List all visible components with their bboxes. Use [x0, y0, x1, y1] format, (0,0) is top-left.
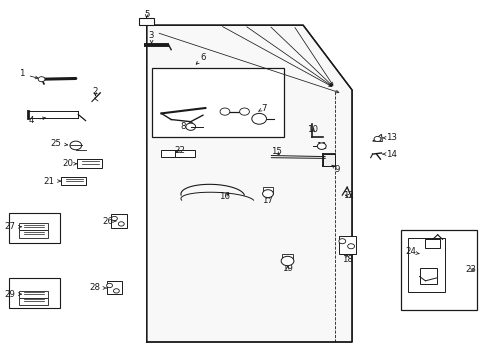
- Text: 23: 23: [465, 266, 475, 274]
- Text: 12: 12: [342, 192, 353, 200]
- Bar: [19, 223, 48, 230]
- Circle shape: [373, 136, 380, 141]
- Text: 16: 16: [219, 192, 230, 201]
- Circle shape: [317, 143, 325, 149]
- Text: 4: 4: [29, 116, 45, 125]
- Text: 27: 27: [4, 222, 21, 231]
- Text: 29: 29: [4, 289, 21, 299]
- Bar: [425, 239, 439, 248]
- Bar: [19, 298, 48, 305]
- Text: 22: 22: [174, 145, 185, 155]
- Text: 10: 10: [307, 125, 318, 134]
- Circle shape: [281, 256, 293, 266]
- Text: 6: 6: [196, 53, 205, 64]
- Bar: [77, 159, 102, 168]
- Bar: [151, 68, 283, 137]
- Text: 14: 14: [382, 150, 396, 158]
- Bar: [9, 213, 60, 243]
- Bar: [175, 150, 194, 157]
- Bar: [161, 150, 181, 157]
- Circle shape: [70, 141, 81, 150]
- Bar: [9, 278, 60, 308]
- Text: 18: 18: [341, 255, 352, 264]
- Text: 13: 13: [382, 133, 396, 142]
- Circle shape: [185, 123, 195, 130]
- Bar: [281, 254, 293, 261]
- Circle shape: [220, 108, 229, 115]
- Circle shape: [118, 222, 124, 226]
- Circle shape: [38, 77, 45, 82]
- Circle shape: [347, 244, 354, 249]
- Text: 8: 8: [180, 122, 192, 131]
- Text: 24: 24: [405, 248, 418, 256]
- Polygon shape: [146, 25, 351, 342]
- Text: 19: 19: [282, 264, 292, 273]
- Bar: [139, 18, 154, 25]
- Text: 9: 9: [331, 165, 339, 174]
- Bar: [106, 281, 122, 294]
- Text: 17: 17: [262, 196, 273, 204]
- Text: 11: 11: [316, 141, 326, 150]
- Bar: [338, 236, 356, 254]
- Text: 1: 1: [19, 69, 38, 79]
- Text: 25: 25: [51, 139, 67, 148]
- Circle shape: [239, 108, 249, 115]
- Text: 2: 2: [92, 87, 98, 96]
- Bar: [419, 268, 436, 284]
- Text: 28: 28: [90, 284, 106, 292]
- Text: 21: 21: [43, 177, 60, 186]
- Text: 26: 26: [102, 216, 116, 225]
- Text: 5: 5: [143, 10, 149, 19]
- Circle shape: [106, 283, 112, 288]
- Circle shape: [251, 113, 266, 124]
- Text: 15: 15: [270, 147, 281, 156]
- Text: 3: 3: [148, 31, 154, 44]
- Text: 20: 20: [62, 159, 76, 168]
- Circle shape: [338, 239, 345, 244]
- Bar: [407, 238, 444, 292]
- Bar: [322, 154, 334, 166]
- Bar: [111, 214, 127, 228]
- Circle shape: [262, 190, 273, 198]
- Circle shape: [111, 216, 117, 221]
- Polygon shape: [372, 134, 382, 141]
- Text: 7: 7: [258, 104, 266, 112]
- Bar: [19, 230, 48, 238]
- Bar: [262, 187, 273, 194]
- Circle shape: [113, 289, 119, 293]
- Bar: [400, 230, 476, 310]
- Bar: [19, 291, 48, 298]
- Bar: [61, 177, 85, 185]
